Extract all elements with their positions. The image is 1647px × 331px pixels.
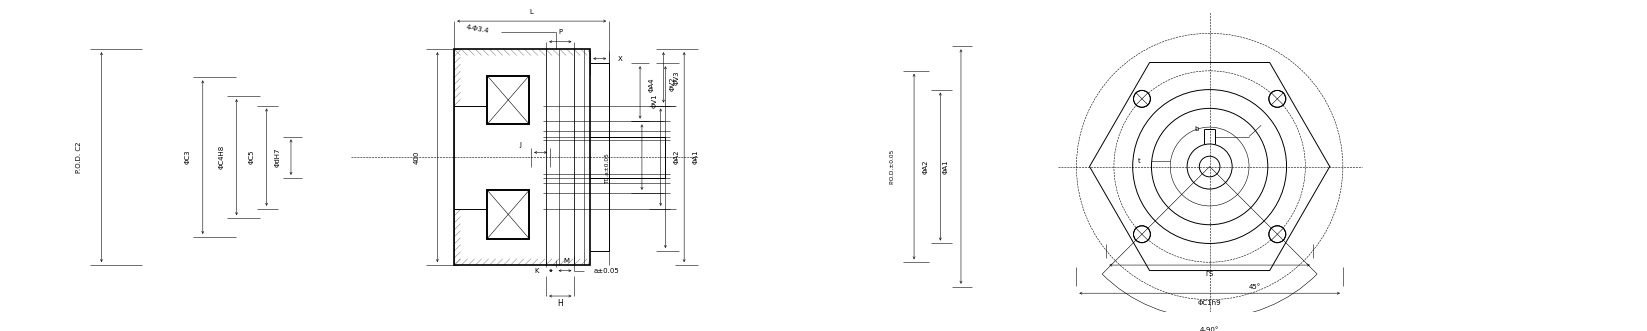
Text: ΦdH7: ΦdH7 — [275, 147, 282, 167]
Text: ΦV3: ΦV3 — [674, 70, 680, 85]
Text: P.O.D. C2: P.O.D. C2 — [76, 141, 82, 173]
Text: 4-90°: 4-90° — [1201, 327, 1219, 331]
Bar — [455, 49, 590, 265]
Bar — [488, 75, 529, 124]
Text: L: L — [530, 9, 534, 15]
Text: K: K — [535, 268, 539, 274]
Text: P: P — [558, 29, 562, 35]
Circle shape — [1268, 90, 1286, 107]
Bar — [488, 190, 529, 239]
Circle shape — [1133, 90, 1150, 107]
Text: 4-Φ3.4: 4-Φ3.4 — [466, 24, 489, 33]
Text: J: J — [519, 142, 520, 148]
Text: ΦA1: ΦA1 — [692, 150, 698, 165]
Text: ΦC1h9: ΦC1h9 — [1197, 300, 1222, 306]
Text: a±0.05: a±0.05 — [593, 268, 619, 274]
Text: 400: 400 — [413, 151, 420, 164]
Text: ΦC4H8: ΦC4H8 — [219, 145, 224, 169]
Text: H: H — [557, 299, 563, 308]
Text: M: M — [563, 258, 570, 264]
Bar — [488, 190, 529, 239]
Text: ΦA2: ΦA2 — [674, 150, 680, 165]
Text: X: X — [618, 56, 623, 62]
Circle shape — [1268, 226, 1286, 243]
Circle shape — [1133, 226, 1150, 243]
Text: ΓS: ΓS — [1206, 271, 1214, 277]
Text: ΦC5: ΦC5 — [249, 150, 255, 165]
Text: T0.a±0.05: T0.a±0.05 — [604, 153, 609, 184]
Text: t: t — [1138, 158, 1141, 164]
Text: ΦV1: ΦV1 — [651, 94, 657, 108]
Text: ΦA1: ΦA1 — [944, 159, 949, 174]
Text: b: b — [1194, 126, 1199, 132]
Text: P.O.D.±0.05: P.O.D.±0.05 — [889, 149, 894, 184]
Text: ΦC3: ΦC3 — [184, 150, 191, 165]
Bar — [488, 75, 529, 124]
Text: ΦA2: ΦA2 — [922, 159, 929, 174]
Text: 45°: 45° — [1248, 284, 1262, 290]
Text: ΦV2: ΦV2 — [670, 77, 675, 91]
Text: ΦA4: ΦA4 — [649, 78, 654, 92]
